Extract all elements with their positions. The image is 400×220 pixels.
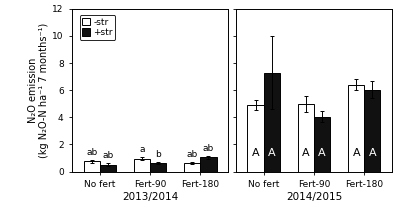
Text: a: a [139, 145, 145, 154]
Text: A: A [318, 148, 326, 158]
Bar [364, 90, 380, 172]
Text: A: A [252, 148, 259, 158]
Bar [248, 105, 264, 172]
Text: A: A [368, 148, 376, 158]
Bar [150, 163, 166, 172]
Bar [84, 161, 100, 172]
X-axis label: 2013/2014: 2013/2014 [122, 192, 178, 202]
Text: ab: ab [86, 148, 97, 157]
Bar [264, 73, 280, 172]
X-axis label: 2014/2015: 2014/2015 [286, 192, 342, 202]
Legend: -str, +str: -str, +str [80, 15, 115, 40]
Text: A: A [302, 148, 310, 158]
Text: ab: ab [187, 150, 198, 159]
Text: ab: ab [203, 144, 214, 153]
Bar [184, 163, 200, 172]
Bar [134, 159, 150, 172]
Bar [100, 165, 116, 172]
Text: A: A [352, 148, 360, 158]
Bar [298, 104, 314, 172]
Text: ab: ab [102, 152, 113, 160]
Text: A: A [268, 148, 276, 158]
Bar [348, 85, 364, 172]
Text: b: b [155, 150, 161, 159]
Bar [314, 117, 330, 172]
Bar [200, 157, 216, 172]
Y-axis label: N₂O emission
(kg N₂O-N ha⁻¹ 7 months⁻¹): N₂O emission (kg N₂O-N ha⁻¹ 7 months⁻¹) [28, 23, 49, 158]
